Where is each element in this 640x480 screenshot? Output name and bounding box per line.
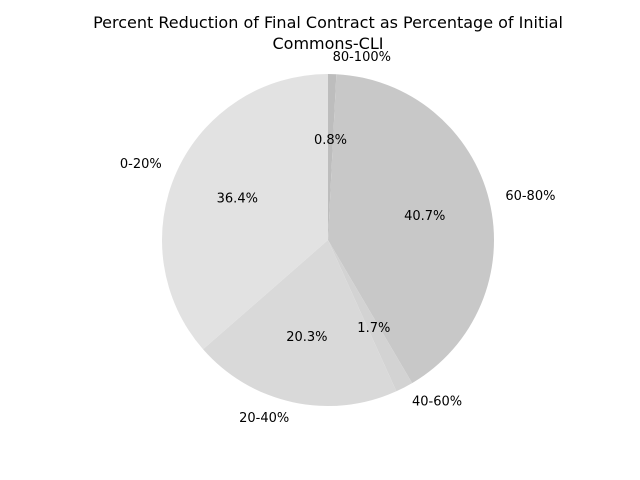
category-label-0-20: 0-20% (120, 157, 162, 172)
category-label-60-80: 60-80% (505, 189, 555, 204)
pie-slice-60-80 (328, 74, 494, 384)
pie-slices (161, 74, 494, 406)
percent-label-80-100: 0.8% (314, 133, 347, 148)
category-label-80-100: 80-100% (333, 50, 391, 65)
pie-slice-40-60 (328, 240, 413, 392)
percent-label-20-40: 20.3% (286, 330, 327, 345)
percent-label-40-60: 1.7% (357, 321, 390, 336)
pie-slice-20-40 (203, 240, 397, 406)
chart-title-line-2: Commons-CLI (273, 34, 384, 53)
percent-label-0-20: 36.4% (217, 191, 258, 206)
category-label-40-60: 40-60% (412, 395, 462, 410)
category-label-20-40: 20-40% (239, 411, 289, 426)
chart-title-line-1: Percent Reduction of Final Contract as P… (93, 13, 563, 32)
pie-slice-0-20 (161, 74, 328, 350)
percent-label-60-80: 40.7% (404, 209, 445, 224)
pie-labels: 80-100% 0.8% 60-80% 40.7% 40-60% 1.7% 20-40% 20… (120, 50, 556, 426)
pie-slice-80-100 (328, 74, 337, 240)
